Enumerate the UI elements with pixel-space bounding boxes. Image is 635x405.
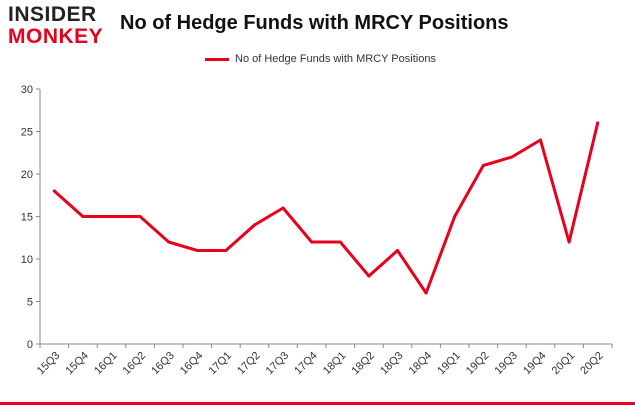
y-tick-label: 30: [21, 84, 33, 96]
data-point: [481, 164, 485, 167]
chart-legend: No of Hedge Funds with MRCY Positions: [205, 53, 436, 65]
x-tick-label: 15Q4: [63, 350, 91, 378]
y-tick-label: 15: [21, 212, 33, 224]
logo-text-bottom: MONKEY: [8, 25, 104, 48]
y-tick-label: 10: [21, 254, 33, 266]
data-point: [224, 249, 228, 252]
data-point: [195, 249, 199, 252]
x-tick-label: 16Q3: [149, 350, 177, 378]
logo-text-top: INSIDER: [8, 3, 97, 26]
x-tick-label: 20Q2: [578, 350, 606, 378]
data-point: [567, 240, 571, 244]
data-point: [338, 240, 342, 244]
x-tick-label: 17Q3: [264, 350, 292, 378]
y-tick-label: 20: [21, 169, 33, 181]
x-tick-label: 17Q2: [235, 350, 263, 378]
data-point: [539, 138, 542, 142]
x-tick-label: 18Q4: [407, 350, 435, 378]
data-point: [453, 215, 457, 218]
data-point: [424, 291, 428, 295]
legend-label: No of Hedge Funds with MRCY Positions: [235, 53, 436, 65]
data-point: [81, 215, 85, 218]
legend-swatch: [205, 57, 229, 61]
insider-monkey-logo: INSIDER MONKEY: [8, 4, 116, 52]
x-tick-label: 19Q3: [492, 350, 520, 378]
x-tick-label: 17Q4: [292, 350, 320, 378]
x-tick-label: 18Q1: [321, 350, 349, 378]
data-point: [396, 249, 399, 252]
x-tick-label: 16Q1: [92, 350, 120, 378]
data-point: [310, 240, 314, 244]
data-point: [253, 223, 256, 227]
data-point: [367, 274, 371, 278]
series-line: [52, 121, 600, 295]
data-point: [138, 215, 142, 218]
x-tick-label: 19Q1: [435, 350, 463, 378]
data-point: [596, 121, 600, 125]
data-point: [281, 206, 285, 210]
x-tick-label: 16Q2: [121, 350, 149, 378]
x-tick-label: 18Q3: [378, 350, 406, 378]
data-point: [110, 215, 113, 218]
y-tick-label: 5: [27, 297, 33, 309]
chart-title: No of Hedge Funds with MRCY Positions: [120, 12, 509, 34]
y-tick-label: 25: [21, 127, 33, 139]
x-tick-label: 20Q1: [550, 350, 578, 378]
x-tick-label: 18Q2: [349, 350, 377, 378]
x-tick-label: 16Q4: [178, 350, 206, 378]
data-point: [510, 155, 514, 159]
x-tick-label: 15Q3: [35, 350, 63, 378]
x-tick-label: 19Q4: [521, 350, 549, 378]
y-tick-label: 0: [27, 339, 33, 351]
data-point: [167, 240, 171, 244]
data-point: [52, 189, 56, 193]
x-tick-label: 17Q1: [206, 350, 234, 378]
x-tick-label: 19Q2: [464, 350, 492, 378]
